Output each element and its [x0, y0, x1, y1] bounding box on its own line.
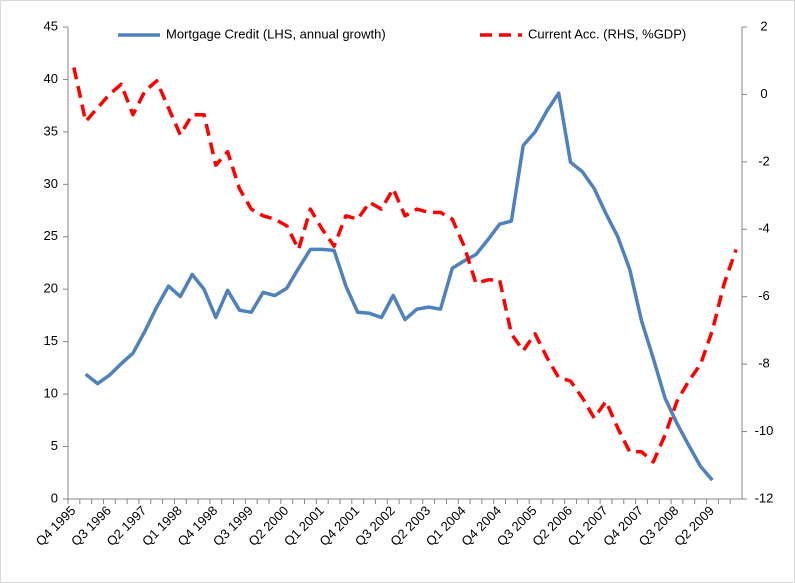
- y2-tick-label: -8: [758, 356, 770, 371]
- y2-tick-label: -10: [755, 423, 774, 438]
- y2-tick-label: -12: [755, 490, 774, 505]
- y-tick-label: 30: [44, 176, 58, 191]
- y2-tick-label: -4: [758, 221, 770, 236]
- y-tick-label: 0: [51, 490, 58, 505]
- y-tick-label: 10: [44, 386, 58, 401]
- y2-tick-label: -2: [758, 153, 770, 168]
- y2-tick-label: 0: [760, 86, 767, 101]
- y2-tick-label: 2: [760, 18, 767, 33]
- legend-label: Mortgage Credit (LHS, annual growth): [166, 26, 386, 41]
- y-tick-label: 5: [51, 438, 58, 453]
- y-tick-label: 40: [44, 71, 58, 86]
- y2-tick-label: -6: [758, 288, 770, 303]
- legend-label: Current Acc. (RHS, %GDP): [528, 26, 686, 41]
- y-tick-label: 20: [44, 281, 58, 296]
- series-line: [84, 91, 714, 482]
- y-tick-label: 35: [44, 123, 58, 138]
- series-line: [72, 67, 738, 464]
- y-tick-label: 15: [44, 333, 58, 348]
- y-tick-label: 45: [44, 18, 58, 33]
- y-tick-label: 25: [44, 228, 58, 243]
